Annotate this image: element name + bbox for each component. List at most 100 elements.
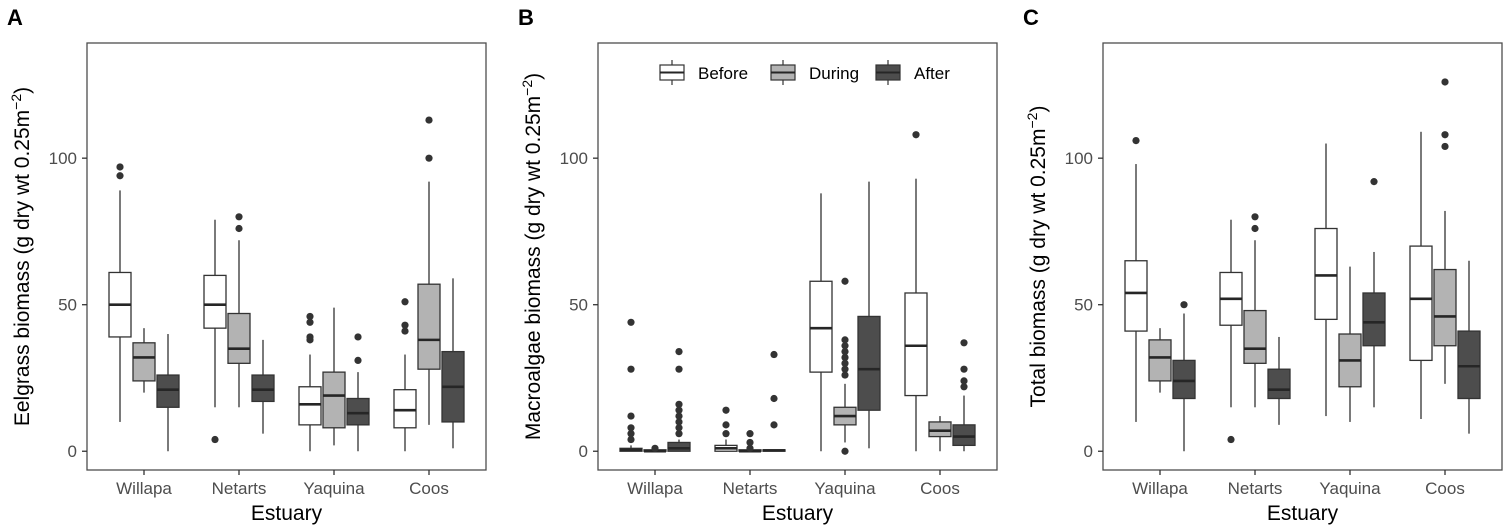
outlier-point <box>1441 131 1449 139</box>
box-iqr <box>1314 227 1338 321</box>
legend-item-before: Before <box>659 60 748 85</box>
box-coos-during <box>417 116 441 425</box>
outlier-point <box>235 224 243 233</box>
x-tick-label: Willapa <box>116 479 172 498</box>
outlier-point <box>1441 78 1449 86</box>
box-netarts-after <box>762 350 786 452</box>
outlier-point <box>746 438 754 447</box>
outlier-point <box>675 406 683 414</box>
box-iqr <box>928 421 952 438</box>
y-axis-title: Total biomass (g dry wt 0.25m−2) <box>1024 106 1050 408</box>
box-iqr <box>1267 368 1291 400</box>
outlier-point <box>841 353 849 362</box>
outlier-point <box>722 430 730 438</box>
box-coos-before <box>393 298 417 452</box>
outlier-point <box>1251 224 1259 233</box>
panel-label: A <box>7 5 23 30</box>
outlier-point <box>960 339 968 347</box>
box-iqr <box>1172 359 1196 400</box>
outlier-point <box>354 333 362 341</box>
box-yaquina-during <box>1338 266 1362 422</box>
panel-label: C <box>1023 5 1039 30</box>
outlier-point <box>841 348 849 356</box>
box-netarts-before <box>714 406 738 452</box>
box-iqr <box>203 274 227 329</box>
box-iqr <box>952 424 976 447</box>
plot-frame <box>597 42 998 471</box>
outlier-point <box>627 412 635 420</box>
x-tick-label: Willapa <box>1132 479 1188 498</box>
box-iqr <box>322 371 346 429</box>
outlier-point <box>722 406 730 414</box>
outlier-point <box>675 412 683 420</box>
plot-frame <box>1102 42 1503 471</box>
outlier-point <box>960 377 968 385</box>
x-tick-label: Willapa <box>627 479 683 498</box>
box-iqr <box>1433 268 1457 347</box>
box-iqr <box>809 280 833 373</box>
outlier-point <box>841 277 849 285</box>
x-tick-label: Netarts <box>1228 479 1283 498</box>
box-willapa-before <box>1124 136 1148 422</box>
box-coos-after <box>952 339 976 452</box>
panel-a: A 0 50 100 Willapa Netarts Yaquina Coos Estuary E… <box>7 5 487 525</box>
x-tick-label: Yaquina <box>814 479 876 498</box>
box-iqr <box>1362 292 1386 347</box>
box-willapa-after <box>156 334 180 452</box>
x-tick-label: Netarts <box>723 479 778 498</box>
outlier-point <box>960 365 968 373</box>
outlier-point <box>651 444 659 452</box>
outlier-point <box>627 424 635 432</box>
outlier-point <box>627 318 635 326</box>
box-iqr <box>346 397 370 426</box>
y-tick-label: 100 <box>560 149 588 168</box>
panel-label: B <box>518 5 534 30</box>
panel-c: C 0 50 100 Willapa Netarts Yaquina Coos Estuary T… <box>1023 5 1503 525</box>
legend-item-after: After <box>875 60 950 85</box>
box-yaquina-after <box>857 181 881 449</box>
panel-b: B 0 50 100 Willapa Netarts Yaquina Coos Estuary M… <box>518 5 998 525</box>
y-tick-label: 50 <box>569 296 588 315</box>
outlier-point <box>401 321 409 329</box>
outlier-point <box>401 298 409 306</box>
outlier-point <box>116 163 124 171</box>
outlier-point <box>841 447 849 455</box>
outlier-point <box>1441 142 1449 151</box>
legend: Before During After <box>659 60 950 85</box>
box-coos-during <box>1433 78 1457 384</box>
y-tick-label: 0 <box>1084 442 1093 461</box>
outlier-point <box>1227 435 1235 444</box>
box-yaquina-after <box>346 333 370 452</box>
x-tick-label: Coos <box>1425 479 1465 498</box>
box-iqr <box>393 389 417 429</box>
outlier-point <box>770 394 778 403</box>
legend-label: Before <box>698 64 748 83</box>
box-iqr <box>1457 330 1481 400</box>
outlier-point <box>675 400 683 408</box>
box-iqr <box>1148 339 1172 382</box>
outlier-point <box>425 154 433 162</box>
box-iqr <box>132 342 156 382</box>
y-axis-title: Eelgrass biomass (g dry wt 0.25m−2) <box>8 87 34 426</box>
outlier-point <box>675 430 683 438</box>
box-iqr <box>251 374 275 403</box>
outlier-point <box>1132 136 1140 145</box>
y-tick-label: 50 <box>1074 296 1093 315</box>
box-iqr <box>1409 245 1433 362</box>
outlier-point <box>306 333 314 341</box>
outlier-point <box>770 350 778 359</box>
outlier-point <box>675 348 683 356</box>
box-coos-before <box>904 131 928 452</box>
x-tick-label: Coos <box>920 479 960 498</box>
box-willapa-before <box>619 318 643 452</box>
outlier-point <box>770 421 778 429</box>
box-iqr <box>298 386 322 426</box>
box-netarts-before <box>1219 219 1243 444</box>
box-iqr <box>227 312 251 364</box>
box-netarts-after <box>251 339 275 434</box>
outlier-point <box>960 383 968 391</box>
box-willapa-before <box>108 163 132 422</box>
box-netarts-during <box>1243 213 1267 408</box>
y-tick-label: 0 <box>579 442 588 461</box>
